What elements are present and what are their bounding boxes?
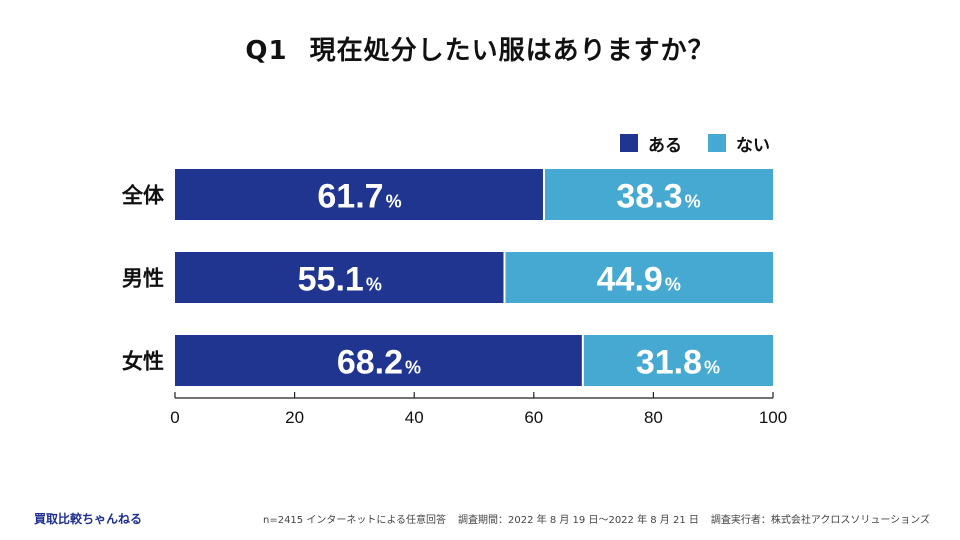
x-tick-label: 0: [170, 408, 179, 427]
data-label: 38.3%: [616, 178, 700, 216]
question-number: Q1: [245, 36, 288, 66]
data-label: 68.2%: [337, 344, 421, 382]
category-label: 女性: [122, 350, 164, 374]
x-tick-label: 60: [524, 408, 543, 427]
legend-label-no: ない: [736, 135, 770, 156]
footer-sample: n=2415 インターネットによる任意回答: [262, 515, 447, 526]
legend-swatch-yes: [620, 134, 638, 152]
x-tick-label: 40: [405, 408, 424, 427]
legend-swatch-no: [708, 134, 726, 152]
bar-yes: [175, 169, 544, 220]
legend-item-no: ない: [708, 131, 770, 156]
bar-yes: [175, 335, 583, 386]
bar-yes: [175, 252, 505, 303]
data-label: 61.7%: [317, 178, 401, 216]
data-label: 31.8%: [636, 344, 720, 382]
footer-note: n=2415 インターネットによる任意回答 調査期間：2022 年 8 月 19 …: [251, 511, 930, 526]
chart-title: Q1 現在処分したい服はありますか？: [0, 30, 960, 67]
bar-no: [543, 169, 773, 220]
category-label: 全体: [121, 184, 165, 208]
x-tick-label: 80: [644, 408, 663, 427]
data-label: 44.9%: [597, 261, 681, 299]
question-text: 現在処分したい服はありますか？: [309, 36, 715, 66]
footer-organizer: 調査実行者：株式会社アクロスソリューションズ: [710, 515, 930, 526]
footer-brand: 買取比較ちゃんねる: [34, 512, 143, 526]
bar-no: [504, 252, 773, 303]
footer-period: 調査期間：2022 年 8 月 19 日〜2022 年 8 月 21 日: [458, 515, 699, 526]
data-label: 55.1%: [298, 261, 382, 299]
legend: ある ない: [620, 131, 796, 156]
category-label: 男性: [122, 267, 164, 291]
bar-no: [582, 335, 773, 386]
x-tick-label: 100: [759, 408, 787, 427]
x-tick-label: 20: [285, 408, 304, 427]
legend-label-yes: ある: [648, 135, 682, 156]
legend-item-yes: ある: [620, 131, 682, 156]
